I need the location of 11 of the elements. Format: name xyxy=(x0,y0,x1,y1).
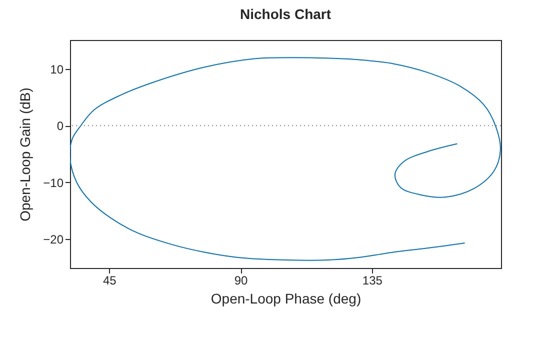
x-axis-title: Open-Loop Phase (deg) xyxy=(210,290,362,306)
y-tick-label: −10 xyxy=(43,176,64,190)
y-axis-title: Open-Loop Gain (dB) xyxy=(17,88,34,222)
x-tick-label: 45 xyxy=(102,274,117,288)
y-tick-label: −20 xyxy=(43,232,64,247)
x-tick-label: 90 xyxy=(234,274,248,288)
line-series xyxy=(70,57,501,261)
y-tick-label: 0 xyxy=(56,119,64,134)
x-tick-label: 135 xyxy=(362,274,383,288)
chart-title: Nichols Chart xyxy=(240,6,332,22)
y-tick-label: 10 xyxy=(50,62,64,76)
